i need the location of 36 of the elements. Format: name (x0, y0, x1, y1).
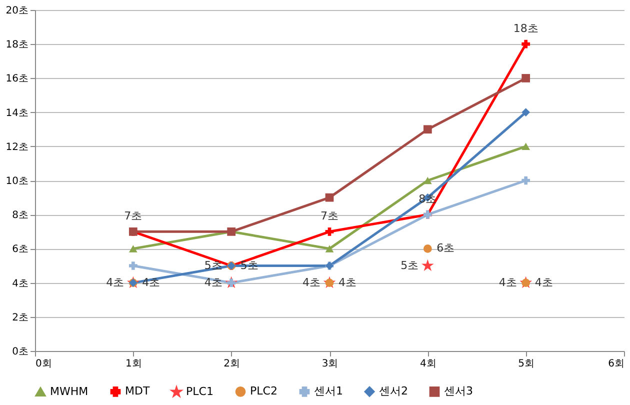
y-tick-label: 6초 (12, 244, 28, 256)
legend-label: PLC2 (250, 384, 278, 398)
y-tick-label: 0초 (12, 346, 28, 358)
annotation: 6초 (436, 242, 455, 255)
legend-label: PLC1 (186, 385, 214, 398)
y-tick-label: 10초 (6, 176, 28, 187)
annotation: 4초 (338, 276, 356, 289)
y-tick-label: 2초 (12, 312, 28, 324)
x-tick-label: 3회 (322, 358, 338, 370)
legend-label: 센서2 (379, 384, 408, 398)
y-tick-label: 14초 (6, 108, 28, 119)
legend-label: 센서3 (444, 384, 473, 398)
annotation: 4초 (498, 276, 517, 289)
y-tick-label: 16초 (6, 74, 28, 85)
legend-label: MDT (125, 384, 150, 398)
x-tick-label: 5회 (518, 358, 535, 370)
legend-label: MWHM (50, 384, 88, 398)
annotation: 4초 (534, 276, 553, 289)
y-tick-label: 18초 (6, 40, 28, 51)
annotation: 5초 (400, 258, 419, 272)
annotation: 7초 (320, 210, 338, 223)
annotation: 18초 (513, 22, 538, 36)
x-tick-label: 6회 (608, 358, 624, 370)
x-tick-label: 2회 (224, 358, 240, 370)
y-tick-label: 12초 (6, 142, 28, 153)
x-tick-label: 1회 (125, 358, 142, 370)
annotation: 4초 (106, 276, 124, 289)
annotation: 4초 (204, 276, 222, 289)
annotation: 4초 (302, 276, 320, 289)
x-tick-label: 4회 (420, 358, 436, 370)
legend-label: 센서1 (314, 384, 343, 398)
y-tick-label: 4초 (12, 278, 28, 290)
x-tick-label: 0회 (36, 358, 52, 370)
y-tick-label: 20초 (6, 6, 28, 16)
y-tick-label: 8초 (12, 210, 28, 222)
annotation: 7초 (124, 210, 142, 223)
